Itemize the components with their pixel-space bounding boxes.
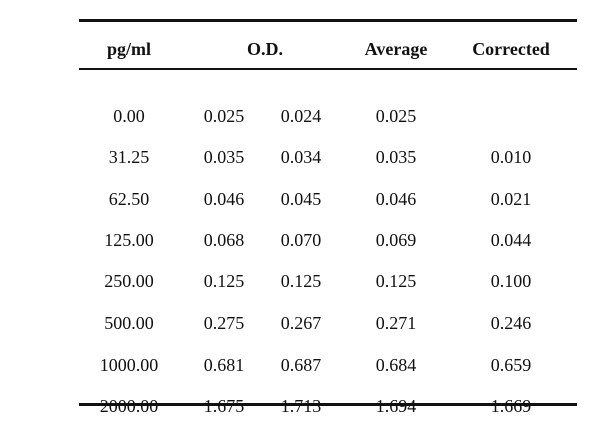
cell-concentration: 500.00 <box>104 313 154 333</box>
header-concentration: pg/ml <box>106 39 152 59</box>
cell-concentration: 31.25 <box>108 147 150 167</box>
cell-od-1: 0.025 <box>203 106 245 126</box>
cell-corrected: 0.044 <box>490 230 532 250</box>
header-od: O.D. <box>247 39 283 59</box>
table-row: 125.00 0.068 0.070 0.069 0.044 <box>79 230 577 260</box>
cell-od-1: 0.068 <box>203 230 245 250</box>
cell-od-2: 0.070 <box>280 230 322 250</box>
cell-corrected: 0.246 <box>490 313 532 333</box>
table-bottom-rule <box>79 403 577 406</box>
cell-average: 0.025 <box>375 106 417 126</box>
cell-average: 0.684 <box>375 355 417 375</box>
cell-od-2: 0.024 <box>280 106 322 126</box>
cell-concentration: 250.00 <box>104 271 154 291</box>
cell-corrected: 0.010 <box>490 147 532 167</box>
cell-average: 0.035 <box>375 147 417 167</box>
cell-concentration: 62.50 <box>108 189 150 209</box>
cell-od-2: 0.034 <box>280 147 322 167</box>
cell-od-2: 0.125 <box>280 271 322 291</box>
cell-corrected: 1.669 <box>490 396 532 416</box>
cell-average: 1.694 <box>375 396 417 416</box>
cell-concentration: 1000.00 <box>99 355 159 375</box>
cell-od-2: 1.713 <box>280 396 322 416</box>
cell-od-1: 1.675 <box>203 396 245 416</box>
cell-od-2: 0.045 <box>280 189 322 209</box>
table-header-rule <box>79 68 577 70</box>
table-row: 62.50 0.046 0.045 0.046 0.021 <box>79 189 577 219</box>
cell-od-1: 0.275 <box>203 313 245 333</box>
cell-od-2: 0.687 <box>280 355 322 375</box>
table-row: 0.00 0.025 0.024 0.025 <box>79 106 577 136</box>
cell-average: 0.046 <box>375 189 417 209</box>
cell-concentration: 2000.00 <box>99 396 159 416</box>
data-table: pg/ml O.D. Average Corrected 0.00 0.025 … <box>79 19 577 416</box>
cell-average: 0.271 <box>375 313 417 333</box>
table-row: 1000.00 0.681 0.687 0.684 0.659 <box>79 355 577 385</box>
cell-corrected: 0.021 <box>490 189 532 209</box>
table-row: 250.00 0.125 0.125 0.125 0.100 <box>79 271 577 301</box>
header-corrected: Corrected <box>472 39 550 59</box>
cell-corrected: 0.659 <box>490 355 532 375</box>
cell-average: 0.125 <box>375 271 417 291</box>
cell-od-1: 0.125 <box>203 271 245 291</box>
cell-od-1: 0.035 <box>203 147 245 167</box>
cell-od-2: 0.267 <box>280 313 322 333</box>
table-top-rule <box>79 19 577 22</box>
table-row: 2000.00 1.675 1.713 1.694 1.669 <box>79 396 577 426</box>
cell-concentration: 125.00 <box>104 230 154 250</box>
header-average: Average <box>364 39 428 59</box>
table-header-row: pg/ml O.D. Average Corrected <box>79 39 577 65</box>
cell-concentration: 0.00 <box>113 106 145 126</box>
cell-od-1: 0.046 <box>203 189 245 209</box>
table-row: 500.00 0.275 0.267 0.271 0.246 <box>79 313 577 343</box>
cell-od-1: 0.681 <box>203 355 245 375</box>
table-row: 31.25 0.035 0.034 0.035 0.010 <box>79 147 577 177</box>
cell-average: 0.069 <box>375 230 417 250</box>
cell-corrected: 0.100 <box>490 271 532 291</box>
